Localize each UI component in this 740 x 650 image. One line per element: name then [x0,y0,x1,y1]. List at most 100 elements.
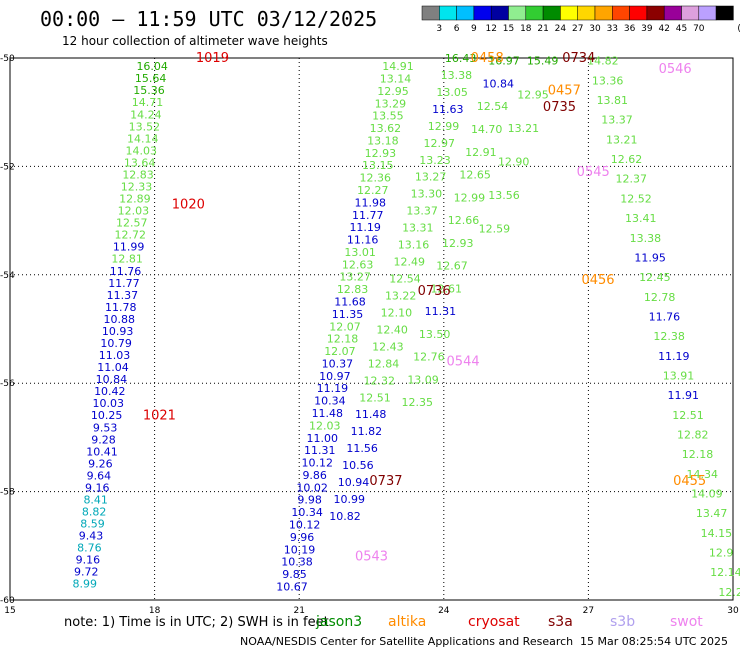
wave-height-value: 12.45 [639,271,671,284]
wave-height-value: 12.89 [119,193,151,206]
colorbar-swatch [663,5,682,21]
wave-height-value: 13.41 [625,212,657,225]
wave-height-value: 12.66 [448,214,480,227]
colorbar-swatch [681,5,700,21]
wave-height-value: 11.91 [668,389,700,402]
wave-height-value: 9.98 [297,494,322,507]
wave-height-value: 12.78 [644,291,676,304]
wave-height-value: 10.12 [301,457,333,470]
wave-height-value: 12.72 [114,229,146,242]
wave-height-value: 13.55 [372,110,404,123]
colorbar-swatch [439,5,457,21]
wave-height-value: 12.76 [413,351,445,364]
pass-time-labels: 1019 1020 1021 0458 0457 0456 0455 0734 0735 0736… [143,51,706,565]
wave-height-value: 12.2 [718,586,740,599]
wave-height-value: 14.14 [127,132,159,145]
wave-height-value: 11.37 [107,289,139,302]
wave-height-value: 10.99 [334,493,366,506]
wave-height-value: 10.19 [284,543,316,556]
wave-height-value: 8.82 [82,506,107,519]
wave-height-value: 12.67 [436,260,468,273]
wave-height-value: 14.15 [701,527,733,540]
wave-height-value: 9.53 [93,421,118,434]
wave-height-value: 12.07 [324,345,356,358]
colorbar-label: 12 [485,24,496,34]
wave-height-value: 13.09 [407,373,439,386]
wave-height-value: 11.82 [351,425,383,438]
wave-height-value: 15.36 [133,84,165,97]
colorbar-swatch [715,5,734,21]
wave-height-value: 11.63 [432,103,464,116]
wave-height-value: 10.88 [103,313,135,326]
x-tick-label: 27 [583,606,594,616]
wave-height-value: 13.05 [436,86,468,99]
wave-height-value: 12.90 [498,156,530,169]
colorbar-swatch [577,5,596,21]
wave-height-value: 10.82 [329,510,361,523]
colorbar-label: 21 [537,24,548,34]
wave-height-value: 12.40 [376,323,408,336]
wave-height-value: 8.41 [83,493,108,506]
pass-time-label: 0736 [418,284,451,299]
wave-height-value: 12.14 [710,566,740,579]
x-tick-label: 30 [727,606,739,616]
map-frame [9,57,734,601]
cryosat-track: 16.43 13.38 13.05 11.63 12.99 12.97 13.23 13.27… [329,52,476,523]
satellite-tracks: 16.0415.6415.3614.7114.2413.5214.1414.03… [72,52,740,599]
x-tick-label: 18 [149,606,161,616]
page-title: 00:00 – 11:59 UTC 03/12/2025 [40,7,377,31]
wave-height-value: 12.83 [122,168,154,181]
wave-height-value: 11.98 [354,196,386,209]
wave-height-value: 10.02 [296,481,328,494]
wave-height-value: 13.37 [601,114,633,127]
wave-height-value: 12.51 [672,409,704,422]
wave-height-value: 14.09 [691,488,723,501]
colorbar-label: 36 [624,24,636,34]
wave-height-value: 9.28 [91,433,116,446]
wave-height-value: 14.03 [125,144,157,157]
y-tick-label: -56 [0,379,15,389]
legend-altika: altika [388,614,426,630]
colorbar-swatch [542,5,561,21]
wave-height-value: 12.59 [479,223,511,236]
wave-height-value: 8.99 [72,578,97,591]
colorbar-label: 6 [454,24,460,34]
wave-height-value: 13.36 [592,74,624,87]
wave-height-value: 15.49 [527,55,559,68]
colorbar-swatch [629,5,648,21]
colorbar-label: 24 [555,24,567,34]
legend-swot: swot [670,614,703,630]
wave-height-value: 12.97 [423,137,455,150]
graticule [10,58,733,600]
y-tick-label: -54 [0,271,15,281]
pass-time-label: 0735 [543,100,576,115]
wave-height-value: 10.34 [291,506,323,519]
wave-height-value: 14.71 [132,96,164,109]
wave-height-value: 9.72 [74,566,99,579]
wave-height-value: 12.03 [118,205,150,218]
wave-height-value: 11.77 [108,277,140,290]
wave-height-value: 13.38 [441,69,473,82]
wave-height-value: 10.12 [289,519,321,532]
wave-height-value: 12.07 [329,320,361,333]
colorbar-swatch [560,5,578,21]
wave-height-value: 12.10 [381,306,413,319]
altika-track: 14.9113.1412.9513.2913.5513.6213.1812.93… [276,60,414,593]
wave-height-value: 12.93 [365,147,397,160]
wave-height-value: 10.38 [281,556,313,569]
wave-height-value: 10.25 [91,409,123,422]
wave-height-value: 10.67 [276,580,308,593]
wave-height-value: 8.59 [80,518,105,531]
wave-height-value: 14.70 [471,123,503,136]
wave-height-value: 8.76 [77,542,102,555]
wave-height-value: 13.37 [406,205,438,218]
wave-height-value: 13.21 [508,122,540,135]
jason3-track: 16.0415.6415.3614.7114.2413.5214.1414.03… [72,60,167,591]
wave-height-value: 13.23 [419,154,451,167]
wave-height-value: 10.84 [96,373,128,386]
axis-labels: 15 18 21 24 27 30 -50 -52 -54 -56 -58 -60 [0,54,739,616]
wave-height-value: 12.43 [372,340,404,353]
wave-height-value: 12.18 [682,448,714,461]
footer-note: note: 1) Time is in UTC; 2) SWH is in fe… [64,615,329,630]
wave-height-value: 9.64 [87,469,112,482]
